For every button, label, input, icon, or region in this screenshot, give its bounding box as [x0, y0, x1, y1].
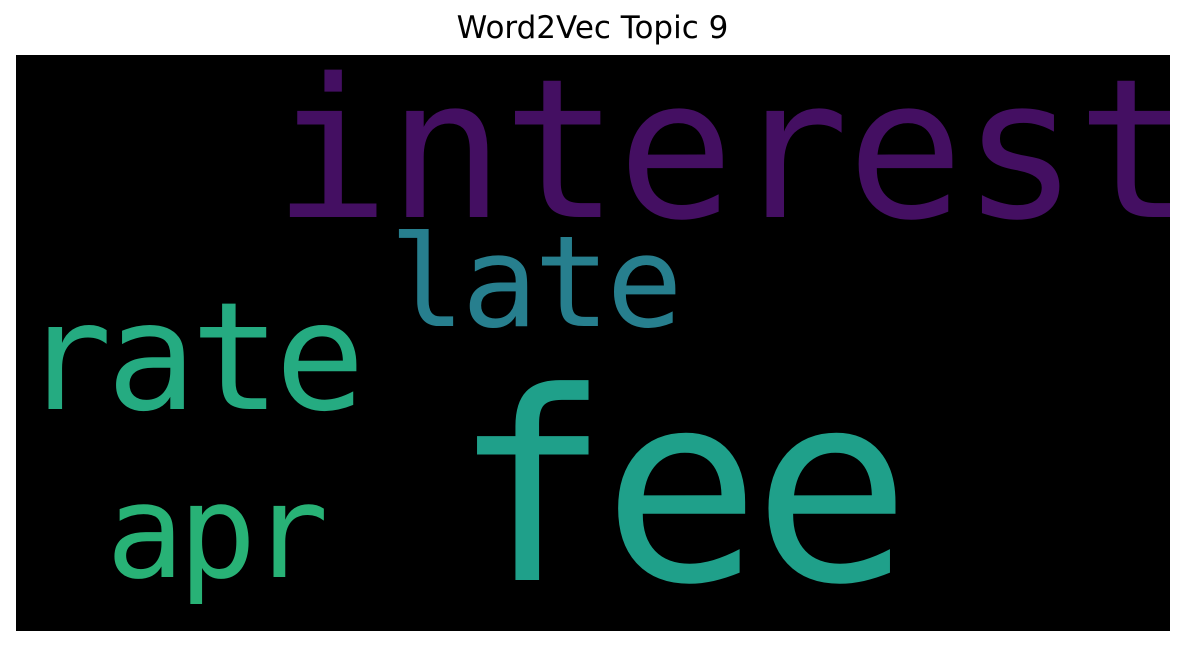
figure-title: Word2Vec Topic 9 — [456, 10, 729, 46]
word-fee: fee — [452, 337, 911, 631]
word-cloud: interest late rate apr fee — [16, 55, 1170, 631]
word-apr: apr — [106, 456, 329, 608]
word-rate: rate — [22, 271, 365, 445]
word-interest: interest — [273, 55, 1170, 263]
word-late: late — [389, 208, 683, 356]
